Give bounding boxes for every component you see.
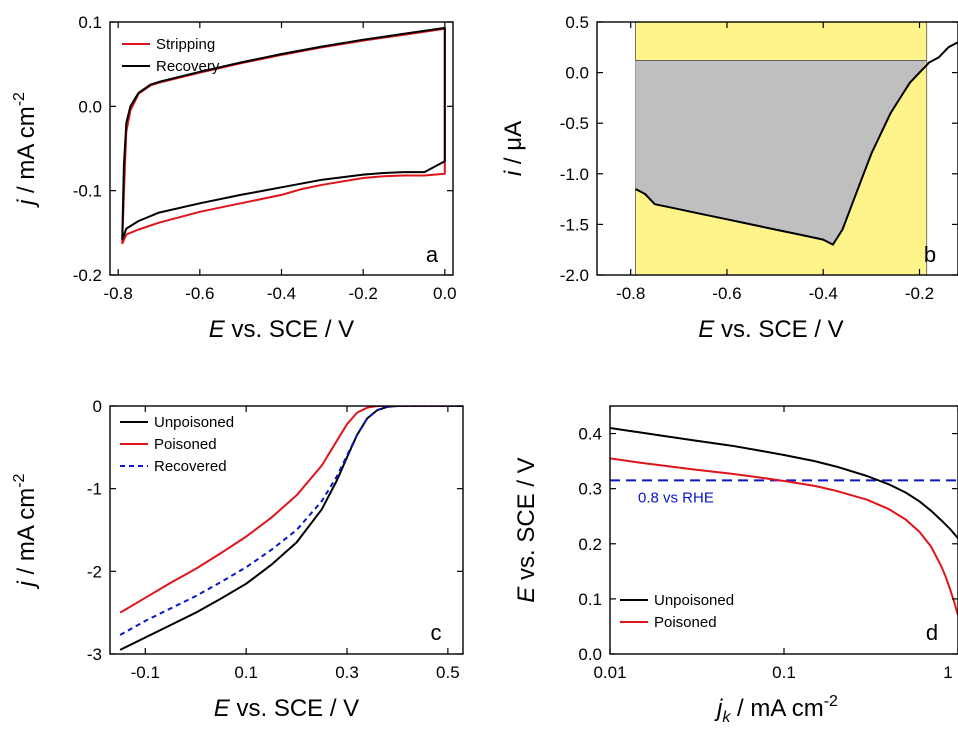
x-axis-label-a: E vs. SCE / V (209, 316, 354, 343)
series-line-d-unpoisoned (610, 428, 958, 538)
plot-area-d (610, 428, 958, 615)
x-axis-label-b-text: vs. SCE / V (714, 316, 843, 343)
legend-label: Stripping (156, 36, 215, 53)
x-tick-label: 1 (943, 663, 952, 682)
x-tick-label: 0.1 (234, 663, 258, 682)
y-axis-label-b-text: / μA (500, 121, 527, 171)
y-tick-label: -1.5 (560, 215, 589, 234)
plot-area-b (636, 22, 958, 275)
legend-label: Unpoisoned (654, 592, 734, 609)
x-tick-label: 0.3 (335, 663, 359, 682)
x-tick-label: -0.6 (712, 284, 741, 303)
y-tick-label: 0.3 (578, 480, 602, 499)
y-tick-label: 0.4 (578, 425, 602, 444)
y-tick-label: -0.5 (560, 114, 589, 133)
y-axis-label-a-text: / mA cm (13, 106, 40, 199)
x-tick-label: 0.0 (433, 284, 457, 303)
y-axis-label-a: j / mA cm-2 (11, 92, 40, 208)
y-tick-label: -1.0 (560, 165, 589, 184)
x-tick-label: -0.2 (349, 284, 378, 303)
y-axis-label-c-sup: -2 (11, 473, 28, 487)
panel-c: -0.1 0.1 0.3 0.5 -3 -2 -1 0 E vs. SCE / V j / mA … (11, 397, 463, 722)
y-tick-label: -0.2 (73, 266, 102, 285)
x-tick-label: -0.1 (131, 663, 160, 682)
x-tick-label: 0.1 (772, 663, 796, 682)
x-tick-label: -0.4 (267, 284, 296, 303)
y-tick-label: -3 (87, 645, 102, 664)
x-tick-label: -0.8 (616, 284, 645, 303)
y-tick-label: -0.1 (73, 182, 102, 201)
y-tick-label: -2.0 (560, 266, 589, 285)
y-tick-label: 0.0 (578, 645, 602, 664)
y-tick-label: -1 (87, 480, 102, 499)
x-axis-label-c: E vs. SCE / V (214, 695, 359, 722)
x-tick-label: 0.5 (436, 663, 460, 682)
x-axis-label-d-text: / mA cm (730, 695, 823, 722)
legend-label: Recovery (156, 58, 220, 75)
y-axis-label-d-italic: E (513, 586, 540, 603)
x-axis-label-a-italic: E (209, 316, 226, 343)
panel-letter-b: b (924, 242, 936, 267)
x-tick-label: -0.6 (185, 284, 214, 303)
x-tick-label: -0.2 (905, 284, 934, 303)
panel-a: -0.8 -0.6 -0.4 -0.2 0.0 -0.2 -0.1 0.0 0.1 E vs. S… (11, 13, 457, 343)
x-axis-label-c-text: vs. SCE / V (230, 695, 359, 722)
legend-label: Poisoned (654, 614, 717, 631)
y-axis-label-d-text: vs. SCE / V (513, 457, 540, 586)
y-tick-label: 0.5 (565, 13, 589, 32)
y-tick-label: 0.0 (565, 64, 589, 83)
panel-letter-c: c (431, 620, 442, 645)
y-tick-label: -2 (87, 562, 102, 581)
x-tick-label: -0.8 (104, 284, 133, 303)
x-axis-label-d: jk / mA cm-2 (714, 693, 838, 726)
x-tick-label: -0.4 (809, 284, 838, 303)
y-tick-label: 0.1 (78, 13, 102, 32)
panel-d: 0.8 vs RHE 0.01 0.1 1 0.0 0.1 0.2 0.3 0.4 jk / mA… (513, 406, 958, 726)
y-axis-label-d: E vs. SCE / V (513, 457, 540, 602)
y-tick-label: 0 (93, 397, 102, 416)
y-axis-label-c: j / mA cm-2 (11, 473, 40, 589)
y-axis-label-c-text: / mA cm (13, 488, 40, 581)
y-tick-label: 0.0 (78, 97, 102, 116)
x-axis-label-d-sup: -2 (824, 693, 838, 710)
y-tick-label: 0.2 (578, 535, 602, 554)
x-axis-label-b: E vs. SCE / V (698, 316, 843, 343)
x-axis-label-b-italic: E (698, 316, 715, 343)
legend-label: Recovered (154, 458, 227, 475)
y-tick-label: 0.1 (578, 590, 602, 609)
reference-line-label: 0.8 vs RHE (638, 489, 714, 506)
legend-label: Poisoned (154, 436, 217, 453)
x-axis-label-a-text: vs. SCE / V (225, 316, 354, 343)
y-axis-label-a-sup: -2 (11, 92, 28, 106)
panel-letter-a: a (426, 242, 439, 267)
x-tick-label: 0.01 (593, 663, 626, 682)
legend-label: Unpoisoned (154, 414, 234, 431)
x-axis-label-c-italic: E (214, 695, 231, 722)
y-axis-label-b: i / μA (500, 121, 527, 176)
panel-b: -0.8 -0.6 -0.4 -0.2 -2.0 -1.5 -1.0 -0.5 0.0 0.5 E … (500, 13, 958, 343)
panel-letter-d: d (926, 620, 938, 645)
